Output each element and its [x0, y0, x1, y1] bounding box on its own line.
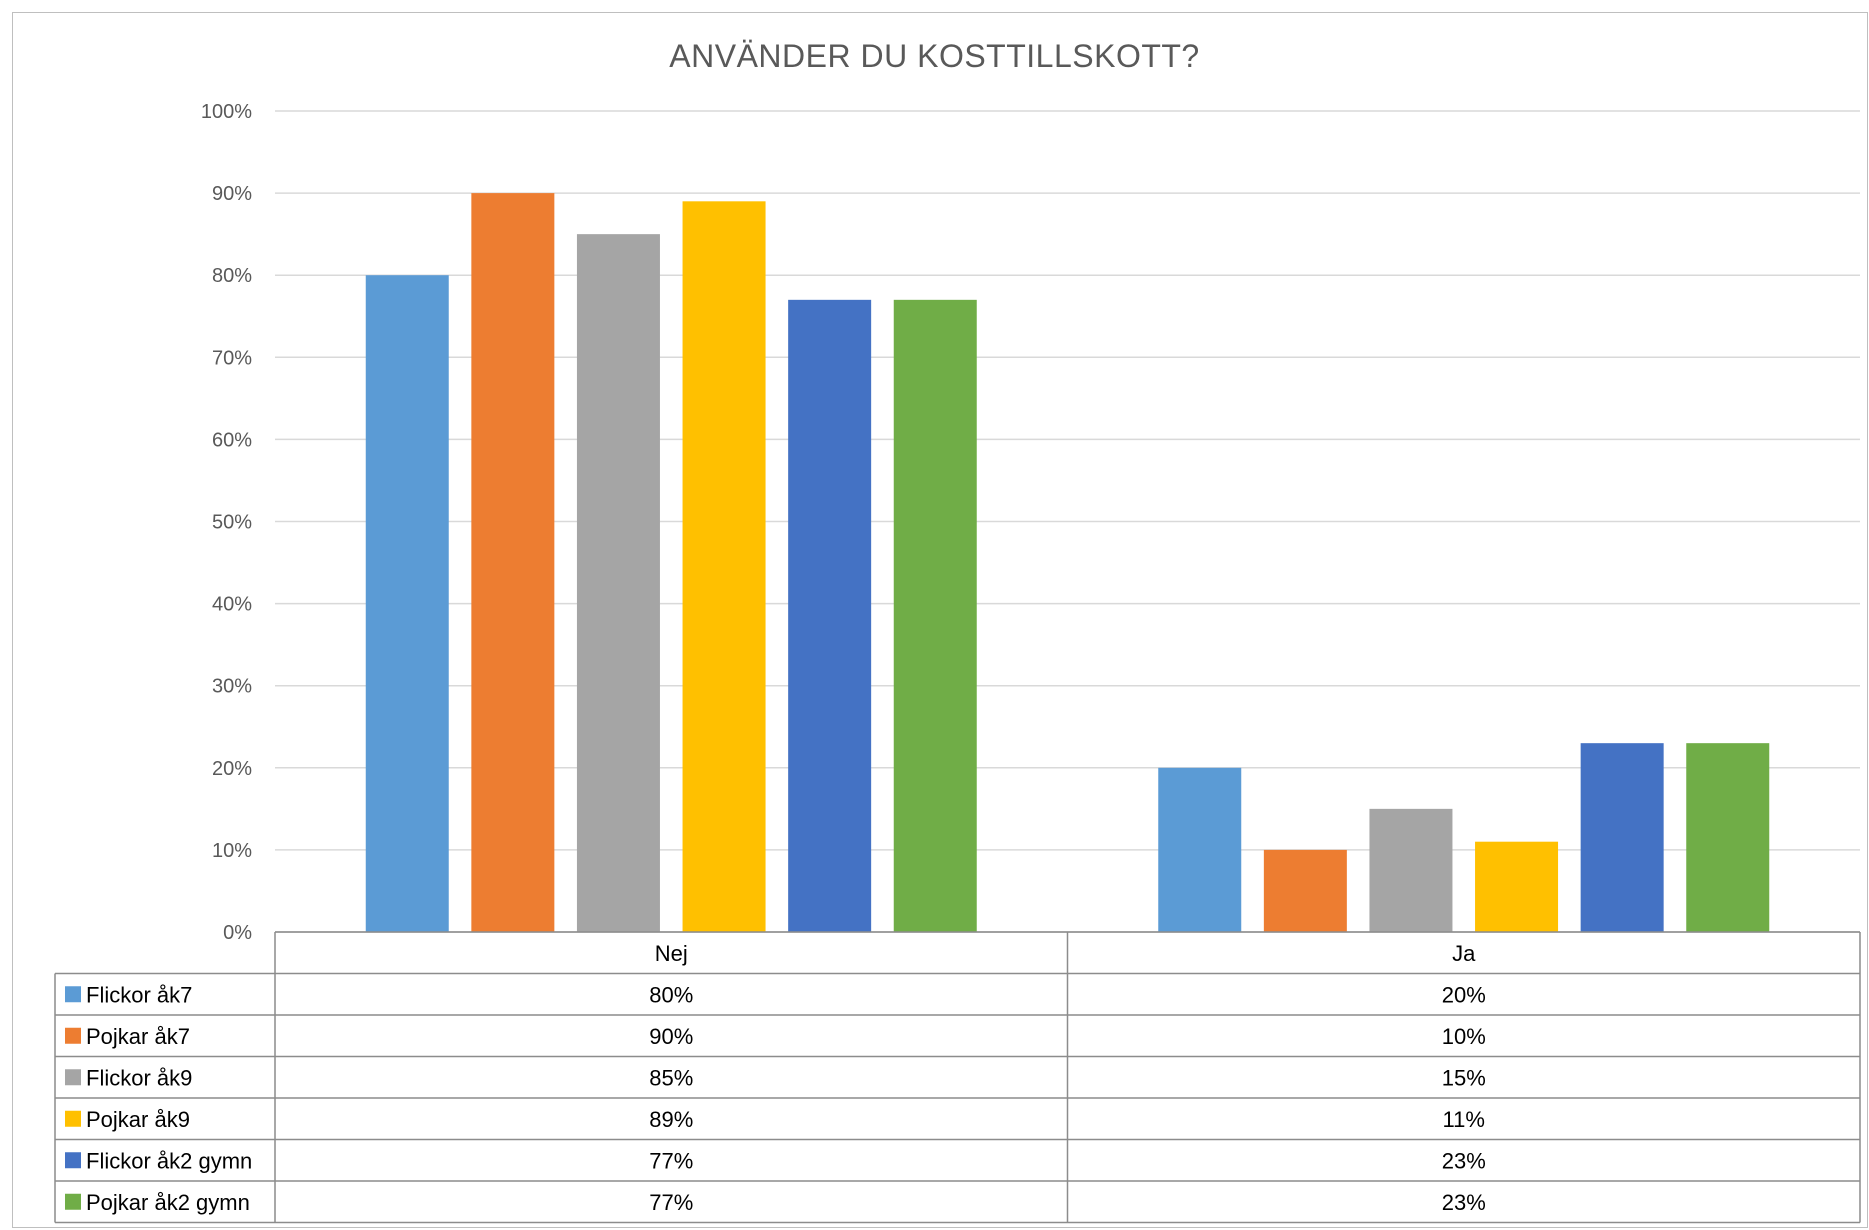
legend-swatch — [65, 1110, 81, 1127]
data-label: 15% — [1442, 1065, 1486, 1090]
y-tick-label: 20% — [212, 758, 252, 780]
legend-swatch — [65, 1069, 81, 1086]
legend-label: Pojkar åk7 — [86, 1024, 190, 1049]
y-tick-label: 40% — [212, 594, 252, 616]
data-label: 90% — [649, 1024, 693, 1049]
data-label: 23% — [1442, 1148, 1486, 1173]
bar — [365, 275, 449, 932]
data-label: 77% — [649, 1148, 693, 1173]
data-label: 11% — [1443, 1107, 1485, 1132]
bar — [1263, 849, 1347, 932]
legend-label: Flickor åk9 — [86, 1065, 192, 1090]
bar — [682, 201, 766, 932]
chart-title: ANVÄNDER DU KOSTTILLSKOTT? — [669, 38, 1200, 74]
data-label: 23% — [1442, 1190, 1486, 1215]
legend-swatch — [65, 986, 81, 1003]
data-label: 85% — [649, 1065, 693, 1090]
legend-swatch — [65, 1152, 81, 1169]
y-tick-label: 30% — [212, 676, 252, 698]
y-tick-label: 50% — [212, 512, 252, 534]
y-tick-label: 100% — [201, 101, 252, 123]
legend-label: Pojkar åk9 — [86, 1107, 190, 1132]
y-tick-label: 60% — [212, 429, 252, 451]
legend-label: Flickor åk2 gymn — [86, 1148, 252, 1173]
y-tick-label: 0% — [223, 922, 252, 944]
bar — [1686, 743, 1770, 932]
bar — [576, 234, 660, 932]
bar — [1158, 767, 1242, 932]
y-tick-label: 90% — [212, 183, 252, 205]
x-category-label: Ja — [1452, 941, 1476, 966]
y-tick-label: 70% — [212, 347, 252, 369]
data-label: 80% — [649, 982, 693, 1007]
bar — [1580, 743, 1664, 932]
x-category-label: Nej — [655, 941, 688, 966]
legend-label: Flickor åk7 — [86, 982, 192, 1007]
bar — [893, 299, 977, 933]
data-label: 10% — [1442, 1024, 1486, 1049]
legend-swatch — [65, 1027, 81, 1044]
bar — [1475, 841, 1559, 932]
bar — [788, 299, 872, 933]
data-label: 20% — [1442, 982, 1486, 1007]
y-tick-label: 10% — [212, 840, 252, 862]
bar — [1369, 808, 1453, 932]
bar — [471, 193, 555, 933]
y-tick-label: 80% — [212, 265, 252, 287]
legend-swatch — [65, 1193, 81, 1210]
data-label: 77% — [649, 1190, 693, 1215]
data-label: 89% — [649, 1107, 693, 1132]
legend-label: Pojkar åk2 gymn — [86, 1190, 250, 1215]
